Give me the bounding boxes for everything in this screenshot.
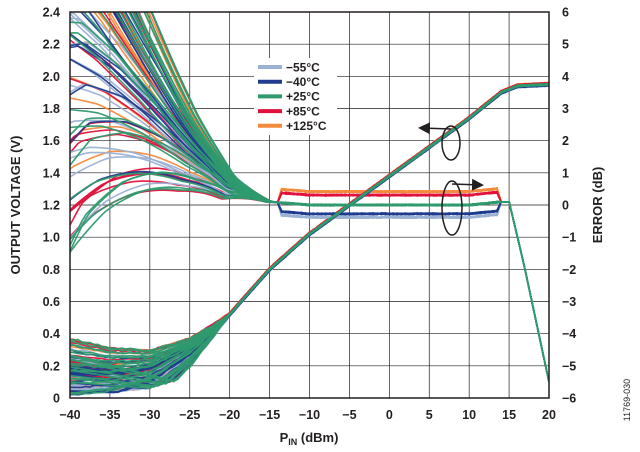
- legend: −55°C−40°C+25°C+85°C+125°C: [254, 58, 337, 135]
- y-left-tick-label: 2.4: [43, 6, 60, 20]
- y-right-tick-label: −2: [562, 263, 576, 277]
- x-tick-label: 15: [502, 408, 516, 422]
- y-left-tick-label: 1.0: [43, 231, 60, 245]
- y-left-tick-label: 0.4: [43, 327, 60, 341]
- y-left-tick-labels: 0 0.2 0.4 0.6 0.8 1.0 1.2 1.4 1.6 1.8 2.0 2.2 2.4: [43, 6, 60, 406]
- error-trace-3: [70, 21, 549, 383]
- x-axis-title-sub: IN: [288, 437, 297, 447]
- y-left-tick-label: 1.8: [43, 102, 60, 116]
- y-right-tick-labels: −6 −5 −4 −3 −2 −1 0 1 2 3 4 5 6: [562, 6, 576, 406]
- x-tick-label: −35: [99, 408, 120, 422]
- y-left-tick-label: 2.0: [43, 70, 60, 84]
- x-tick-label: 10: [462, 408, 476, 422]
- plot-frame: [69, 11, 550, 399]
- y-left-tick-label: 0.6: [43, 295, 60, 309]
- y-right-tick-label: 2: [562, 134, 569, 148]
- y-left-tick-label: 1.2: [43, 199, 60, 213]
- x-tick-label: −10: [299, 408, 320, 422]
- y-left-axis-title: OUTPUT VOLTAGE (V): [8, 136, 23, 275]
- legend-label: −55°C: [286, 60, 320, 74]
- y-right-tick-label: −4: [562, 327, 576, 341]
- annotation-arrow-right: [451, 178, 484, 191]
- x-tick-label: −25: [179, 408, 200, 422]
- y-right-tick-label: 6: [562, 6, 569, 20]
- error-trace-2: [79, 12, 549, 383]
- y-right-tick-label: 3: [562, 102, 569, 116]
- x-tick-label: −20: [219, 408, 240, 422]
- voltage-trace-3: [70, 82, 549, 394]
- annotations: [418, 122, 484, 236]
- x-tick-label: 20: [542, 408, 556, 422]
- y-right-axis-title: ERROR (dB): [590, 167, 605, 244]
- x-tick-label: −30: [139, 408, 160, 422]
- legend-label: +125°C: [286, 119, 327, 133]
- x-tick-label: −5: [342, 408, 356, 422]
- y-right-tick-label: 0: [562, 199, 569, 213]
- y-right-tick-label: 1: [562, 166, 569, 180]
- legend-label: −40°C: [286, 75, 320, 89]
- y-right-tick-label: −5: [562, 359, 576, 373]
- x-tick-label: 5: [426, 408, 433, 422]
- annotation-arrow-left: [418, 122, 452, 135]
- x-tick-labels: −40 −35 −30 −25 −20 −15 −10 −5 0 5 10 15 20: [59, 408, 556, 422]
- y-left-tick-label: 0: [53, 392, 60, 406]
- annotation-ellipse-left: [441, 125, 461, 161]
- y-right-tick-label: −3: [562, 295, 576, 309]
- annotation-ellipse-right: [441, 180, 463, 236]
- x-axis-title: PIN (dBm): [280, 430, 339, 447]
- y-left-tick-label: 0.2: [43, 359, 60, 373]
- x-tick-label: −15: [259, 408, 280, 422]
- y-left-tick-label: 1.6: [43, 134, 60, 148]
- y-left-tick-label: 2.2: [43, 38, 60, 52]
- x-tick-label: 0: [386, 408, 393, 422]
- y-right-tick-label: −1: [562, 231, 576, 245]
- legend-label: +85°C: [286, 104, 320, 118]
- x-axis-title-unit: (dBm): [297, 430, 338, 445]
- x-axis-title-main: P: [280, 430, 289, 445]
- y-right-tick-label: 4: [562, 70, 569, 84]
- x-tick-label: −40: [59, 408, 80, 422]
- data-curves: [70, 12, 549, 396]
- curve-group: [70, 12, 549, 396]
- y-left-tick-label: 0.8: [43, 263, 60, 277]
- legend-label: +25°C: [286, 90, 320, 104]
- y-left-tick-label: 1.4: [43, 166, 60, 180]
- y-right-tick-label: −6: [562, 392, 576, 406]
- y-right-tick-label: 5: [562, 38, 569, 52]
- figure-id: 11769-030: [622, 379, 632, 421]
